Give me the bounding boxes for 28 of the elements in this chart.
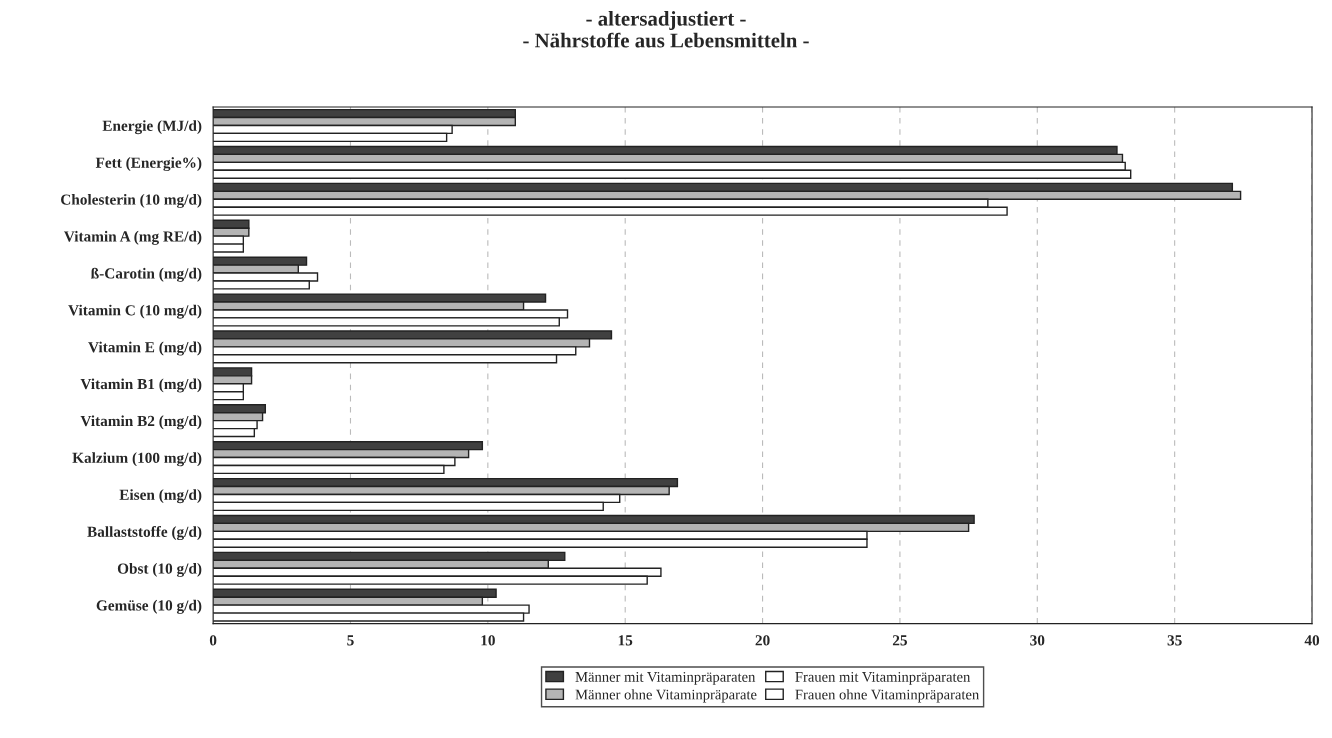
y-tick-label: Eisen (mg/d) (119, 489, 202, 504)
x-tick-label: 0 (209, 635, 217, 646)
y-tick-label: Cholesterin (10 mg/d) (61, 193, 202, 208)
x-tick-label: 15 (618, 635, 633, 646)
legend-label: Frauen ohne Vitaminpräparaten (795, 689, 979, 703)
x-tick-label: 30 (1030, 635, 1045, 646)
y-tick-label: Vitamin C (10 mg/d) (68, 304, 202, 319)
legend-label: Frauen mit Vitaminpräparaten (795, 671, 971, 685)
x-tick-label: 40 (1304, 635, 1320, 646)
x-tick-label: 25 (892, 635, 908, 646)
y-tick-label: ß-Carotin (mg/d) (90, 267, 202, 282)
legend-label: Männer ohne Vitaminpräparate (575, 689, 757, 703)
x-tick-label: 5 (347, 635, 354, 646)
chart-title: - altersadjustiert - - Nährstoffe aus Lebensmitteln - (523, 11, 809, 48)
y-tick-label: Fett (Energie%) (95, 157, 202, 172)
y-tick-label: Ballaststoffe (g/d) (87, 525, 202, 541)
y-tick-label: Gemüse (10 g/d) (96, 599, 202, 614)
x-tick-label: 20 (755, 635, 770, 646)
y-tick-label: Energie (MJ/d) (102, 120, 202, 135)
y-tick-label: Vitamin B2 (mg/d) (80, 415, 202, 430)
y-tick-label: Vitamin E (mg/d) (88, 341, 202, 356)
y-tick-label: Vitamin B1 (mg/d) (80, 378, 202, 393)
y-tick-label: Obst (10 g/d) (117, 562, 202, 577)
x-tick-label: 35 (1167, 635, 1182, 646)
x-tick-label: 10 (481, 635, 495, 646)
legend-label: Männer mit Vitaminpräparaten (575, 671, 756, 685)
y-tick-label: Vitamin A (mg RE/d) (63, 230, 202, 245)
y-tick-label: Kalzium (100 mg/d) (72, 452, 202, 467)
